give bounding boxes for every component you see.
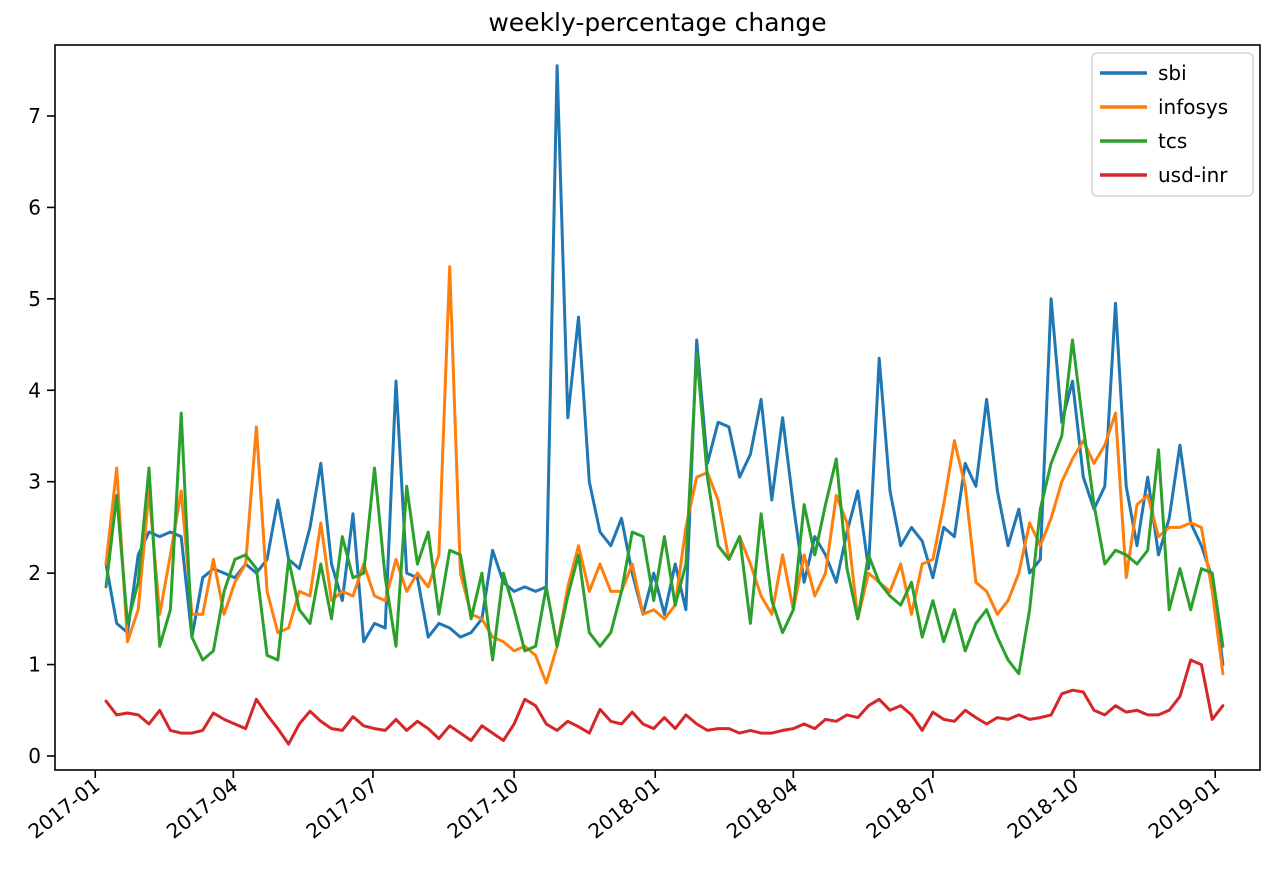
y-tick-label: 3 xyxy=(28,470,41,494)
y-tick-label: 1 xyxy=(28,653,41,677)
x-tick-label: 2018-04 xyxy=(722,773,803,843)
y-tick-label: 2 xyxy=(28,561,41,585)
y-tick-label: 4 xyxy=(28,378,41,402)
x-tick-label: 2017-04 xyxy=(162,773,243,843)
x-tick-label: 2019-01 xyxy=(1144,773,1225,843)
legend-item-tcs: tcs xyxy=(1100,129,1187,153)
x-tick-label: 2017-07 xyxy=(301,773,382,843)
legend-item-infosys: infosys xyxy=(1100,95,1228,119)
legend-label-infosys: infosys xyxy=(1158,95,1228,119)
legend-item-sbi: sbi xyxy=(1100,61,1187,85)
y-tick-label: 5 xyxy=(28,287,41,311)
x-tick-label: 2017-01 xyxy=(24,773,105,843)
legend-label-tcs: tcs xyxy=(1158,129,1187,153)
series-line-infosys xyxy=(104,265,1225,685)
legend-item-usd-inr: usd-inr xyxy=(1100,163,1228,187)
legend-label-usd-inr: usd-inr xyxy=(1158,163,1228,187)
x-tick-label: 2018-01 xyxy=(584,773,665,843)
series-line-sbi xyxy=(104,64,1225,667)
chart-title: weekly-percentage change xyxy=(488,8,827,37)
legend: sbi infosys tcs usd-inr xyxy=(1091,52,1254,197)
x-tick-label: 2018-07 xyxy=(861,773,942,843)
y-tick-label: 6 xyxy=(28,195,41,219)
series-line-tcs xyxy=(104,338,1225,676)
series-line-usd-inr xyxy=(104,658,1225,746)
x-tick-label: 2017-10 xyxy=(443,773,524,843)
x-tick-label: 2018-10 xyxy=(1003,773,1084,843)
legend-label-sbi: sbi xyxy=(1158,61,1187,85)
plot-frame xyxy=(54,44,1261,771)
legend-box xyxy=(1091,52,1254,197)
y-tick-label: 0 xyxy=(28,744,41,768)
y-tick-label: 7 xyxy=(28,104,41,128)
